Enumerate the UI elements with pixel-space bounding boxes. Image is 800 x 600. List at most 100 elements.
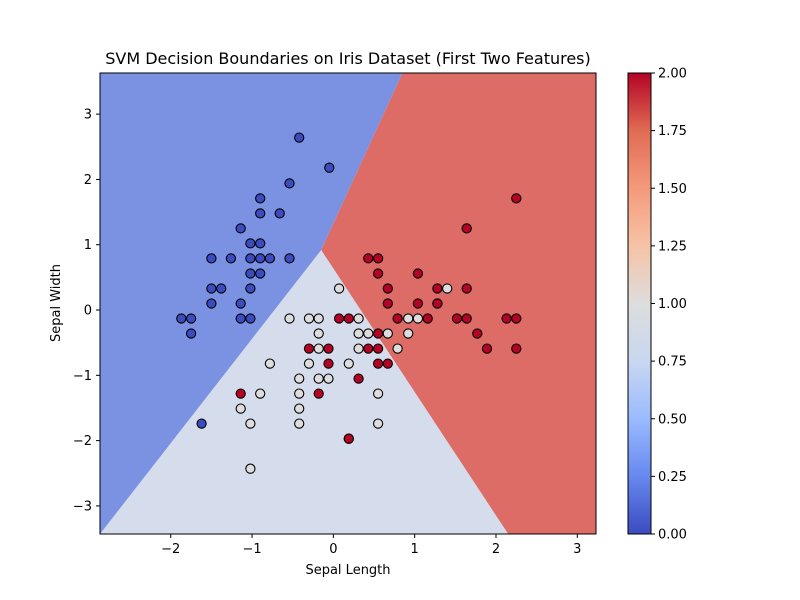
- data-point-class-0: [176, 313, 187, 324]
- data-point-class-1: [255, 388, 266, 399]
- data-point-class-0: [225, 253, 237, 264]
- data-point-class-1: [353, 343, 364, 354]
- data-point-class-1: [313, 328, 324, 339]
- y-tick-label: 1: [84, 238, 92, 253]
- y-tick-label: 0: [84, 304, 92, 319]
- data-point-class-2: [451, 313, 463, 324]
- data-point-class-1: [333, 283, 345, 294]
- data-point-class-2: [235, 388, 246, 399]
- data-point-class-2: [461, 223, 472, 234]
- data-point-class-0: [284, 178, 295, 189]
- data-point-class-2: [372, 328, 384, 339]
- colorbar-ticks: 0.00 0.25 0.50 0.75 1.00 1.25 1.50 1.75 2.00: [651, 67, 687, 543]
- plot-area: [99, 72, 597, 535]
- data-point-class-0: [185, 313, 197, 324]
- data-point-class-0: [324, 162, 335, 173]
- data-point-class-1: [235, 403, 246, 414]
- data-point-class-2: [363, 253, 374, 264]
- data-point-class-1: [294, 418, 305, 429]
- colorbar-tick-label: 0.75: [658, 355, 687, 370]
- data-point-class-2: [382, 358, 393, 369]
- data-point-class-0: [284, 253, 295, 264]
- data-point-class-2: [461, 313, 472, 324]
- data-point-class-1: [245, 418, 256, 429]
- data-point-class-0: [245, 238, 256, 249]
- data-point-class-2: [481, 343, 493, 354]
- data-point-class-0: [185, 328, 197, 339]
- colorbar-gradient: [627, 72, 652, 535]
- colorbar-tick-label: 2.00: [658, 67, 687, 82]
- colorbar-tick-label: 0.00: [658, 528, 687, 543]
- x-tick-label: 1: [411, 542, 419, 557]
- data-point-class-1: [372, 418, 384, 429]
- data-point-class-1: [313, 313, 324, 324]
- data-point-class-0: [255, 238, 266, 249]
- data-point-class-1: [412, 313, 424, 324]
- colorbar-tick-label: 1.75: [658, 124, 687, 139]
- data-point-class-1: [382, 328, 393, 339]
- colorbar-tick-label: 0.50: [658, 412, 687, 427]
- y-axis: −3 −2 −1 0 1 2 3: [73, 108, 100, 514]
- region-class-0: [100, 73, 403, 534]
- region-class-2: [321, 73, 596, 534]
- data-point-class-2: [313, 388, 324, 399]
- y-tick-label: −2: [73, 434, 92, 449]
- colorbar-tick-label: 1.50: [658, 182, 687, 197]
- data-point-class-2: [422, 313, 433, 324]
- data-point-class-1: [303, 313, 315, 324]
- data-point-class-2: [372, 268, 384, 279]
- data-point-class-1: [363, 328, 374, 339]
- data-point-class-2: [511, 313, 522, 324]
- data-point-class-2: [432, 283, 443, 294]
- data-point-class-0: [206, 253, 217, 264]
- data-point-class-1: [264, 358, 276, 369]
- data-point-class-2: [323, 358, 334, 369]
- plot-frame: [99, 72, 597, 535]
- data-point-class-0: [264, 253, 276, 264]
- data-point-class-0: [206, 283, 217, 294]
- data-point-class-1: [372, 388, 384, 399]
- colorbar-tick-label: 0.25: [658, 470, 687, 485]
- data-point-class-2: [382, 298, 393, 309]
- data-point-class-0: [235, 313, 246, 324]
- data-point-class-2: [372, 253, 384, 264]
- data-point-class-2: [511, 193, 522, 204]
- data-point-class-2: [343, 433, 354, 444]
- data-point-class-1: [294, 403, 305, 414]
- data-point-class-2: [501, 313, 512, 324]
- data-point-class-1: [392, 343, 403, 354]
- data-point-class-0: [206, 298, 217, 309]
- data-point-class-0: [255, 193, 266, 204]
- data-point-class-0: [196, 418, 207, 429]
- y-tick-label: 2: [84, 173, 92, 188]
- data-point-class-1: [313, 343, 324, 354]
- data-point-class-1: [442, 283, 453, 294]
- colorbar-tick-label: 1.25: [658, 239, 687, 254]
- data-point-class-1: [353, 328, 364, 339]
- data-point-class-2: [382, 283, 393, 294]
- data-point-class-0: [235, 223, 246, 234]
- data-point-class-0: [245, 268, 256, 279]
- data-point-class-0: [235, 298, 246, 309]
- y-axis-label: Sepal Width: [49, 264, 64, 342]
- chart-title: SVM Decision Boundaries on Iris Dataset …: [105, 49, 591, 68]
- data-point-class-0: [294, 132, 305, 143]
- scatter-points: [176, 132, 522, 474]
- data-point-class-1: [353, 313, 364, 324]
- data-point-class-2: [303, 343, 315, 354]
- data-point-class-1: [343, 358, 354, 369]
- data-point-class-2: [472, 328, 483, 339]
- data-point-class-1: [323, 373, 334, 384]
- data-point-class-2: [511, 343, 522, 354]
- data-point-class-1: [403, 313, 414, 324]
- data-point-class-0: [245, 283, 256, 294]
- x-tick-label: −1: [242, 542, 261, 557]
- region-class-1: [100, 250, 509, 534]
- data-point-class-1: [245, 463, 256, 474]
- colorbar: 0.00 0.25 0.50 0.75 1.00 1.25 1.50 1.75 2.00: [627, 67, 687, 543]
- data-point-class-2: [412, 268, 424, 279]
- data-point-class-2: [372, 358, 384, 369]
- data-point-class-2: [412, 298, 424, 309]
- x-tick-label: 3: [573, 542, 581, 557]
